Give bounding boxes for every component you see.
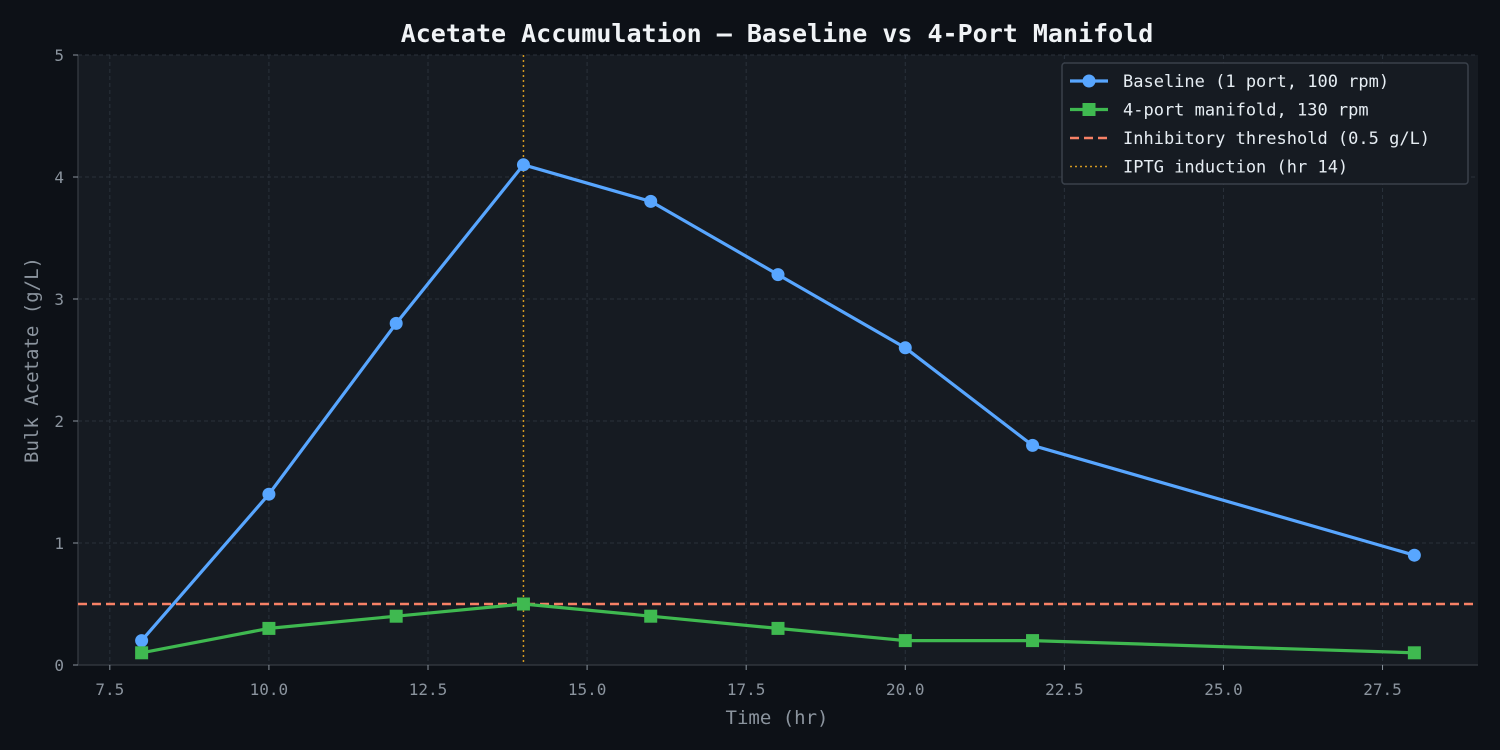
legend-marker <box>1082 103 1096 116</box>
x-tick-label: 7.5 <box>95 680 124 699</box>
legend-item: IPTG induction (hr 14) <box>1070 158 1348 178</box>
data-point <box>898 634 912 648</box>
y-axis-label: Bulk Acetate (g/L) <box>21 257 43 463</box>
legend: Baseline (1 port, 100 rpm) 4-port manifol… <box>1061 62 1469 185</box>
y-tick-label: 4 <box>54 168 64 187</box>
series-1 <box>135 158 1421 648</box>
data-point <box>389 609 403 623</box>
data-point <box>262 621 276 635</box>
x-axis-label: Time (hr) <box>726 707 829 729</box>
x-tick-label: 22.5 <box>1045 680 1084 699</box>
data-point <box>771 621 785 635</box>
data-point <box>262 487 276 501</box>
data-point <box>135 646 149 660</box>
chart-title: Acetate Accumulation — Baseline vs 4-Por… <box>401 19 1154 48</box>
legend-marker <box>1082 74 1096 88</box>
x-axis-ticks: 7.5 10.0 12.5 15.0 17.5 20.0 22.5 25.0 27.5 <box>95 665 1402 699</box>
x-tick-label: 10.0 <box>250 680 289 699</box>
legend-box <box>1061 62 1469 185</box>
legend-item: Inhibitory threshold (0.5 g/L) <box>1070 129 1430 149</box>
legend-label: IPTG induction (hr 14) <box>1123 158 1348 178</box>
data-point <box>644 609 658 623</box>
x-tick-label: 20.0 <box>886 680 925 699</box>
data-point <box>516 597 530 611</box>
legend-label: 4-port manifold, 130 rpm <box>1123 101 1369 121</box>
axes <box>77 55 1478 666</box>
data-point <box>898 341 912 355</box>
y-tick-label: 2 <box>54 412 64 431</box>
y-tick-label: 5 <box>54 46 64 65</box>
y-tick-label: 0 <box>54 656 64 675</box>
legend-label: Inhibitory threshold (0.5 g/L) <box>1123 129 1430 149</box>
x-tick-label: 17.5 <box>727 680 766 699</box>
data-point <box>1026 438 1040 452</box>
data-point <box>771 268 785 282</box>
x-tick-label: 27.5 <box>1363 680 1402 699</box>
reference-lines <box>78 55 1478 665</box>
y-tick-label: 3 <box>54 290 64 309</box>
legend-item: Baseline (1 port, 100 rpm) <box>1070 72 1389 92</box>
x-tick-label: 12.5 <box>409 680 448 699</box>
data-point <box>644 194 658 208</box>
data-point <box>1407 646 1421 660</box>
data-point <box>1026 634 1040 648</box>
data-point <box>135 634 149 648</box>
y-tick-label: 1 <box>54 534 64 553</box>
series-2 <box>135 597 1421 660</box>
data-point <box>1407 548 1421 562</box>
y-axis-ticks: 0 1 2 3 4 5 <box>54 46 78 675</box>
legend-label: Baseline (1 port, 100 rpm) <box>1123 72 1389 92</box>
legend-item: 4-port manifold, 130 rpm <box>1070 101 1369 121</box>
data-series <box>135 158 1421 660</box>
x-tick-label: 15.0 <box>568 680 607 699</box>
x-tick-label: 25.0 <box>1204 680 1243 699</box>
data-point <box>516 158 530 172</box>
data-point <box>389 316 403 330</box>
